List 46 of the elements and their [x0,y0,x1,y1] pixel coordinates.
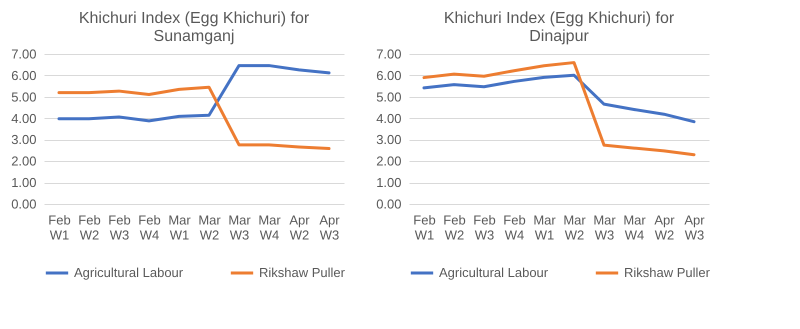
y-tick-label: 1.00 [376,175,402,190]
x-tick-label: Feb W1 [48,212,71,242]
x-tick-label: Mar W1 [533,212,556,242]
line-series [422,74,696,124]
x-tick-label: Apr W2 [654,212,676,242]
legend-label: Agricultural Labour [439,265,549,280]
chart-title: Khichuri Index (Egg Khichuri) for Sunamganj [78,10,310,45]
x-tick-label: Mar W4 [623,212,646,242]
x-tick-label: Feb W2 [78,212,101,242]
x-tick-label: Feb W4 [138,212,161,242]
x-tick-label: Apr W2 [289,212,310,242]
y-tick-label: 6.00 [11,68,36,83]
legend-label: Rikshaw Puller [259,265,346,280]
x-tick-label: Mar W1 [168,212,192,242]
y-tick-label: 4.00 [11,110,36,126]
legend-label: Agricultural Labour [74,265,184,280]
x-tick-label: Feb W2 [443,212,466,242]
y-tick-label: 0.00 [376,196,402,212]
x-tick-label: Mar W3 [228,212,252,242]
y-tick-label: 4.00 [376,110,402,126]
x-tick-label: Mar W2 [198,212,222,242]
x-tick-label: Apr W3 [319,212,340,242]
x-tick-label: Feb W3 [108,212,131,242]
x-tick-label: Feb W3 [473,212,496,242]
y-tick-label: 2.00 [376,154,402,169]
x-tick-label: Apr W3 [684,212,706,242]
y-tick-label: 5.00 [376,89,402,104]
legend-label: Rikshaw Puller [624,265,711,280]
line-series [58,64,330,122]
y-tick-label: 7.00 [11,46,36,62]
x-tick-label: Feb W1 [413,212,436,242]
y-tick-label: 7.00 [376,46,402,62]
y-tick-label: 3.00 [11,132,36,148]
x-tick-label: Mar W2 [563,212,586,242]
y-tick-label: 2.00 [11,154,36,169]
chart-title: Khichuri Index (Egg Khichuri) for Dinajpur [444,10,675,45]
y-tick-label: 6.00 [376,68,402,83]
x-tick-label: Mar W3 [593,212,616,242]
line-series [422,61,696,156]
y-tick-label: 1.00 [11,175,36,190]
y-tick-label: 3.00 [376,132,402,148]
y-tick-label: 0.00 [11,196,36,212]
line-series [58,86,330,150]
x-tick-label: Feb W4 [503,212,526,242]
y-tick-label: 5.00 [11,89,36,104]
x-tick-label: Mar W4 [258,212,282,242]
